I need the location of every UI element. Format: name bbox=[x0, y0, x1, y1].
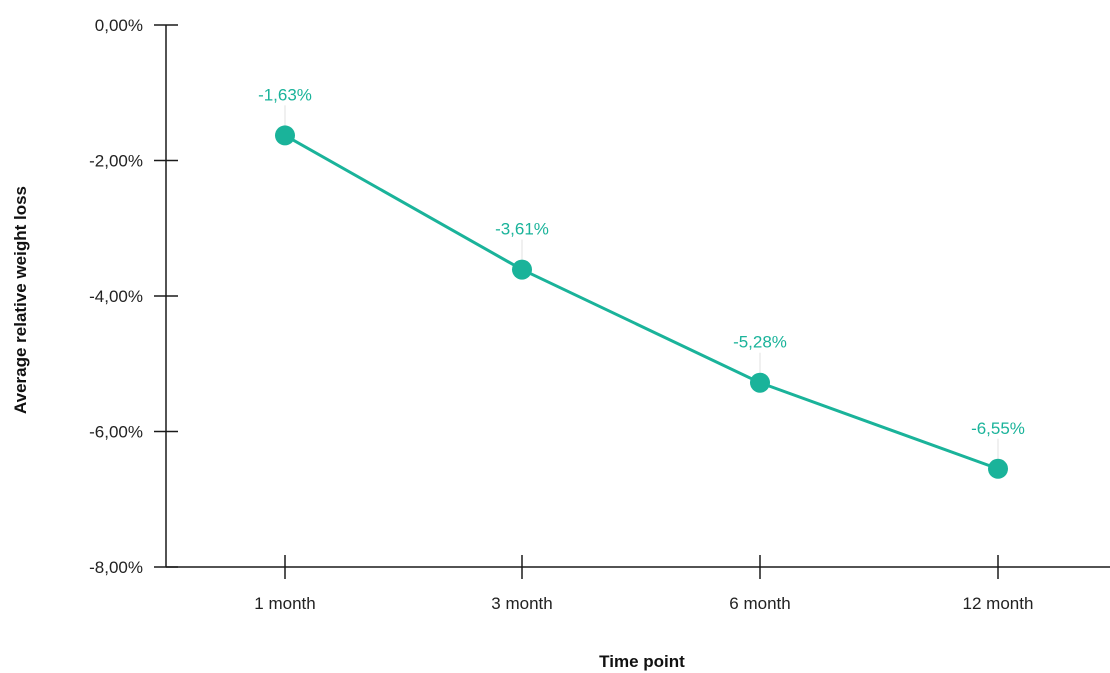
y-tick-label: 0,00% bbox=[95, 16, 143, 35]
data-point bbox=[988, 458, 1008, 479]
x-axis: 1 month 3 month 6 month 12 month bbox=[166, 555, 1110, 613]
series-line bbox=[283, 133, 1000, 471]
y-axis-title: Average relative weight loss bbox=[11, 186, 30, 414]
x-tick-label: 6 month bbox=[729, 594, 790, 613]
data-label: -1,63% bbox=[258, 85, 312, 104]
series-line-group: -1,63% -3,61% -5,28% -6,55% bbox=[258, 85, 1025, 479]
x-axis-title: Time point bbox=[599, 652, 685, 671]
y-tick-label: -2,00% bbox=[89, 152, 143, 171]
y-tick-label: -4,00% bbox=[89, 287, 143, 306]
data-point bbox=[512, 259, 532, 280]
x-tick-label: 1 month bbox=[254, 594, 315, 613]
x-tick-label: 12 month bbox=[963, 594, 1034, 613]
x-tick-label: 3 month bbox=[491, 594, 552, 613]
data-point bbox=[275, 125, 295, 146]
y-tick-label: -8,00% bbox=[89, 558, 143, 577]
data-label: -3,61% bbox=[495, 220, 549, 239]
data-label: -5,28% bbox=[733, 333, 787, 352]
y-axis: 0,00% -2,00% -4,00% -6,00% -8,00% bbox=[89, 16, 178, 577]
y-tick-label: -6,00% bbox=[89, 423, 143, 442]
data-label: -6,55% bbox=[971, 419, 1025, 438]
data-point bbox=[750, 372, 770, 393]
